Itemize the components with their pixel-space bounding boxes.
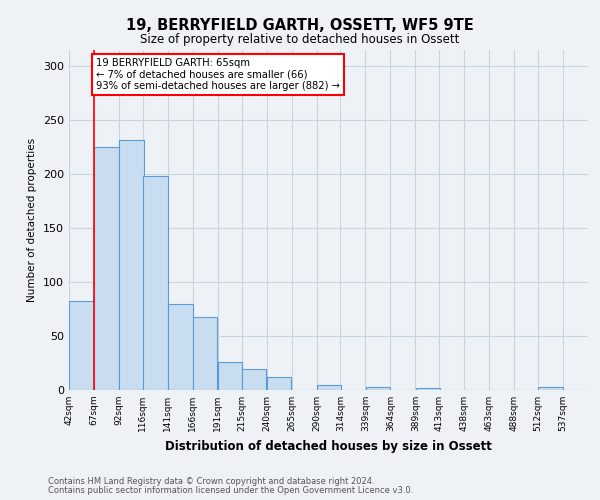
Bar	[267, 377, 292, 390]
Bar	[69, 302, 94, 390]
Y-axis label: Number of detached properties: Number of detached properties	[28, 138, 37, 302]
Bar	[365, 387, 390, 390]
Bar	[218, 362, 242, 390]
Bar	[119, 140, 143, 390]
Bar	[193, 316, 217, 390]
Bar	[317, 384, 341, 390]
Text: 19 BERRYFIELD GARTH: 65sqm
← 7% of detached houses are smaller (66)
93% of semi-: 19 BERRYFIELD GARTH: 65sqm ← 7% of detac…	[96, 58, 340, 91]
X-axis label: Distribution of detached houses by size in Ossett: Distribution of detached houses by size …	[165, 440, 492, 452]
Text: Contains public sector information licensed under the Open Government Licence v3: Contains public sector information licen…	[48, 486, 413, 495]
Bar	[168, 304, 193, 390]
Text: Size of property relative to detached houses in Ossett: Size of property relative to detached ho…	[140, 32, 460, 46]
Text: 19, BERRYFIELD GARTH, OSSETT, WF5 9TE: 19, BERRYFIELD GARTH, OSSETT, WF5 9TE	[126, 18, 474, 32]
Text: Contains HM Land Registry data © Crown copyright and database right 2024.: Contains HM Land Registry data © Crown c…	[48, 477, 374, 486]
Bar	[94, 147, 119, 390]
Bar	[416, 388, 440, 390]
Bar	[242, 370, 266, 390]
Bar	[143, 176, 167, 390]
Bar	[538, 387, 563, 390]
